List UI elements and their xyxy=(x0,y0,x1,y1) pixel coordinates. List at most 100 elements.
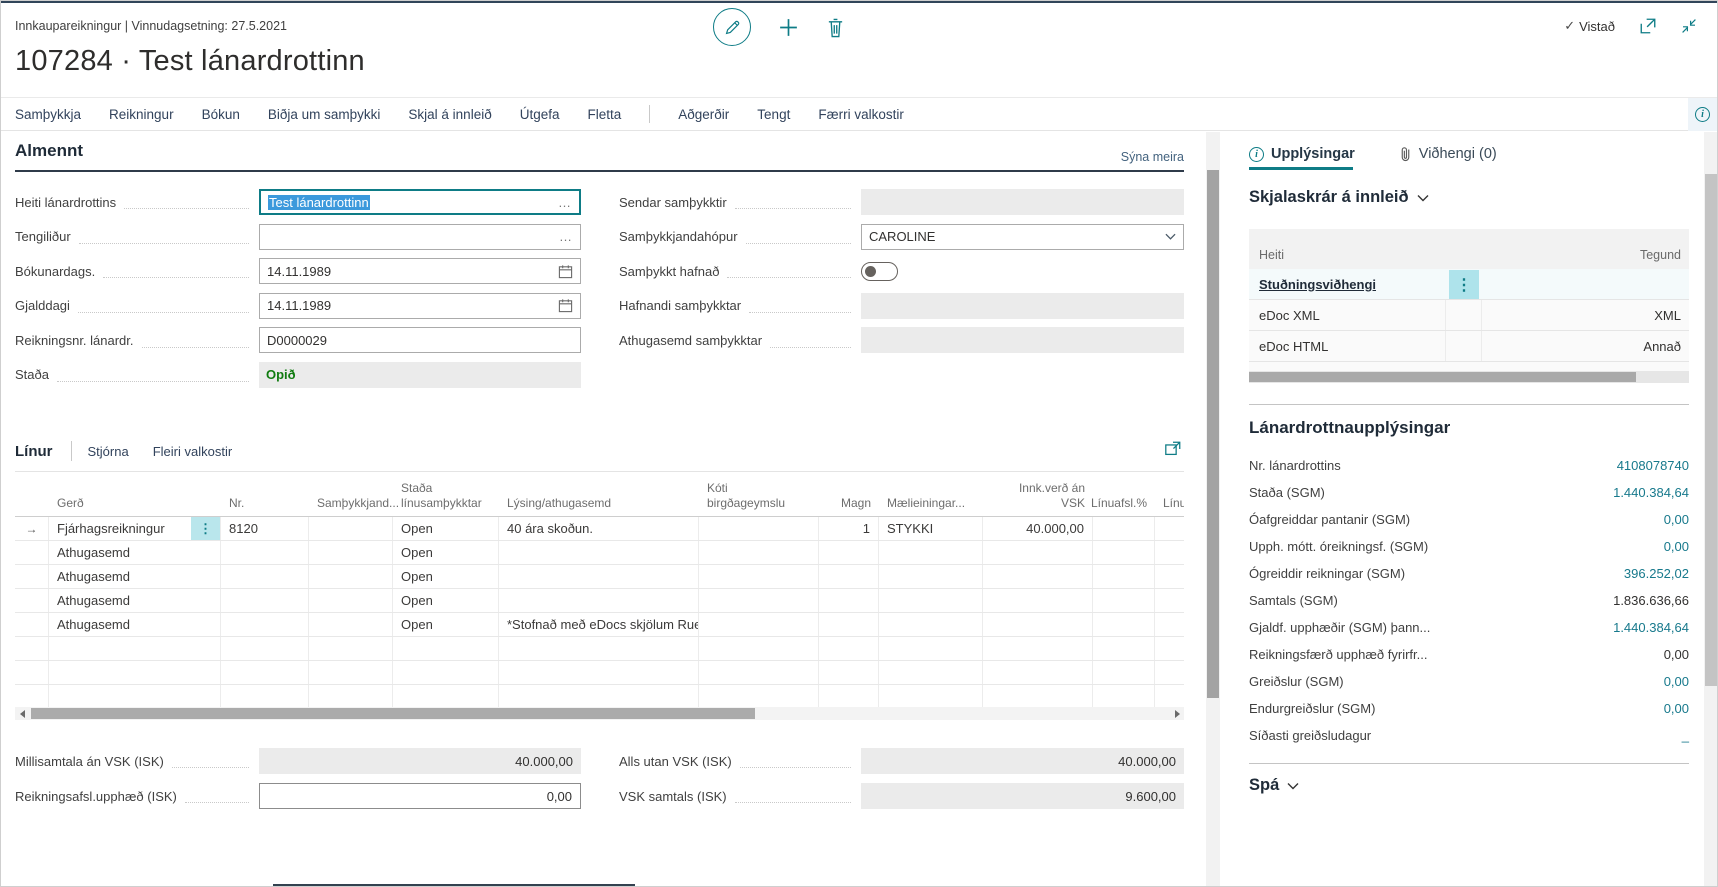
line-cell-r7-c9[interactable] xyxy=(1093,685,1155,708)
line-cell-r4-c10[interactable] xyxy=(1155,613,1184,636)
line-cell-r6-c0[interactable] xyxy=(49,661,221,684)
line-cell-r6-c9[interactable] xyxy=(1093,661,1155,684)
calendar-icon[interactable] xyxy=(558,264,573,279)
row-context-menu-button[interactable]: ⋮ xyxy=(190,517,220,540)
lookup-ellipsis-icon[interactable]: … xyxy=(558,194,572,210)
line-cell-r2-c9[interactable] xyxy=(1093,565,1155,588)
line-cell-r7-c8[interactable] xyxy=(983,685,1093,708)
vendor-field-value[interactable]: 4108078740 xyxy=(1616,458,1689,473)
line-cell-r5-c5[interactable] xyxy=(699,637,819,660)
column-header-7[interactable]: Mælieiningar... xyxy=(887,496,966,510)
line-cell-r0-c8[interactable]: 40.000,00 xyxy=(983,517,1093,540)
menu-item-6[interactable]: Fletta xyxy=(587,106,622,122)
collapse-button[interactable] xyxy=(1681,18,1697,34)
row-marker[interactable] xyxy=(15,661,49,684)
approver-group-combobox[interactable]: CAROLINE xyxy=(861,223,1184,250)
line-cell-r1-c2[interactable] xyxy=(309,541,393,564)
file-context-menu-button[interactable]: ⋮ xyxy=(1449,270,1479,299)
line-cell-r3-c8[interactable] xyxy=(983,589,1093,612)
approval-rejected-toggle[interactable] xyxy=(861,261,898,281)
posting-date-input[interactable]: 14.11.1989 xyxy=(259,258,581,285)
line-cell-r4-c3[interactable]: Open xyxy=(393,613,499,636)
file-row-2[interactable]: eDoc HTML Annað xyxy=(1249,331,1689,362)
forecast-heading[interactable]: Spá xyxy=(1249,776,1689,795)
line-cell-r5-c4[interactable] xyxy=(499,637,699,660)
column-header-5[interactable]: Kóti birgðageymslu xyxy=(707,481,786,510)
delete-button[interactable] xyxy=(826,17,845,38)
line-cell-r1-c10[interactable] xyxy=(1155,541,1184,564)
line-cell-r4-c9[interactable] xyxy=(1093,613,1155,636)
tab-details[interactable]: i Upplýsingar xyxy=(1249,146,1355,162)
line-cell-r5-c3[interactable] xyxy=(393,637,499,660)
line-cell-r0-c10[interactable] xyxy=(1155,517,1184,540)
line-cell-r4-c4[interactable]: *Stofnað með eDocs skjölum Rue... xyxy=(499,613,699,636)
line-cell-r4-c7[interactable] xyxy=(879,613,983,636)
main-vertical-scrollbar[interactable] xyxy=(1206,132,1220,886)
column-header-4[interactable]: Lýsing/athugasemd xyxy=(507,496,612,510)
line-cell-r3-c6[interactable] xyxy=(819,589,879,612)
line-cell-r2-c4[interactable] xyxy=(499,565,699,588)
manage-tab[interactable]: Stjórna xyxy=(87,443,129,459)
line-cell-r3-c10[interactable] xyxy=(1155,589,1184,612)
menu-secondary-item-1[interactable]: Tengt xyxy=(757,106,791,122)
line-cell-r5-c10[interactable] xyxy=(1155,637,1184,660)
line-cell-r1-c3[interactable]: Open xyxy=(393,541,499,564)
vendor-field-value[interactable]: 396.252,02 xyxy=(1623,566,1689,581)
files-horizontal-scrollbar[interactable] xyxy=(1249,371,1689,383)
vendor-field-value[interactable]: 0,00 xyxy=(1663,674,1689,689)
line-cell-r4-c0[interactable]: Athugasemd xyxy=(49,613,221,636)
line-cell-r7-c7[interactable] xyxy=(879,685,983,708)
line-cell-r3-c1[interactable] xyxy=(221,589,309,612)
line-cell-r3-c2[interactable] xyxy=(309,589,393,612)
line-cell-r7-c10[interactable] xyxy=(1155,685,1184,708)
tab-attachments[interactable]: Viðhengi (0) xyxy=(1399,145,1497,163)
line-cell-r3-c4[interactable] xyxy=(499,589,699,612)
scrollbar-thumb[interactable] xyxy=(1705,174,1717,686)
menu-secondary-item-0[interactable]: Aðgerðir xyxy=(678,106,730,122)
line-cell-r5-c7[interactable] xyxy=(879,637,983,660)
invoice-discount-input[interactable]: 0,00 xyxy=(259,783,581,809)
menu-secondary-item-2[interactable]: Færri valkostir xyxy=(818,106,904,122)
scroll-left-arrow[interactable] xyxy=(15,707,29,720)
line-cell-r2-c5[interactable] xyxy=(699,565,819,588)
menu-item-3[interactable]: Biðja um samþykki xyxy=(267,106,381,122)
line-cell-r0-c7[interactable]: STYKKI xyxy=(879,517,983,540)
line-cell-r6-c2[interactable] xyxy=(309,661,393,684)
line-cell-r1-c8[interactable] xyxy=(983,541,1093,564)
row-marker[interactable] xyxy=(15,565,49,588)
factbox-info-toggle[interactable]: i xyxy=(1688,98,1717,131)
vendor-field-value[interactable]: 0,00 xyxy=(1663,512,1689,527)
line-cell-r3-c3[interactable]: Open xyxy=(393,589,499,612)
line-cell-r2-c10[interactable] xyxy=(1155,565,1184,588)
lookup-ellipsis-icon[interactable]: … xyxy=(559,229,573,245)
line-cell-r6-c4[interactable] xyxy=(499,661,699,684)
file-row-0[interactable]: Stuðningsviðhengi ⋮ xyxy=(1249,269,1689,300)
column-header-8[interactable]: Innk.verð án VSK xyxy=(1018,481,1085,510)
line-cell-r2-c1[interactable] xyxy=(221,565,309,588)
line-cell-r6-c1[interactable] xyxy=(221,661,309,684)
line-cell-r6-c10[interactable] xyxy=(1155,661,1184,684)
line-cell-r5-c6[interactable] xyxy=(819,637,879,660)
chevron-down-icon[interactable] xyxy=(1165,233,1176,240)
general-section-title[interactable]: Almennt xyxy=(15,141,83,160)
scrollbar-thumb[interactable] xyxy=(1249,372,1637,382)
show-more-link[interactable]: Sýna meira xyxy=(1120,150,1184,164)
line-cell-r0-c2[interactable] xyxy=(309,517,393,540)
line-cell-r1-c4[interactable] xyxy=(499,541,699,564)
line-cell-r3-c9[interactable] xyxy=(1093,589,1155,612)
menu-item-0[interactable]: Samþykkja xyxy=(15,106,82,122)
line-cell-r6-c5[interactable] xyxy=(699,661,819,684)
line-cell-r1-c5[interactable] xyxy=(699,541,819,564)
line-cell-r7-c2[interactable] xyxy=(309,685,393,708)
line-cell-r0-c1[interactable]: 8120 xyxy=(221,517,309,540)
new-button[interactable] xyxy=(777,16,800,39)
file-name[interactable]: Stuðningsviðhengi xyxy=(1259,277,1376,292)
current-row-marker[interactable]: → xyxy=(15,517,49,540)
line-cell-r4-c5[interactable] xyxy=(699,613,819,636)
open-in-window-button[interactable] xyxy=(1639,17,1657,35)
open-lines-in-window-button[interactable] xyxy=(1164,440,1182,463)
line-cell-r2-c6[interactable] xyxy=(819,565,879,588)
vendor-invoice-no-input[interactable]: D0000029 xyxy=(259,327,581,354)
due-date-input[interactable]: 14.11.1989 xyxy=(259,292,581,319)
line-cell-r0-c3[interactable]: Open xyxy=(393,517,499,540)
